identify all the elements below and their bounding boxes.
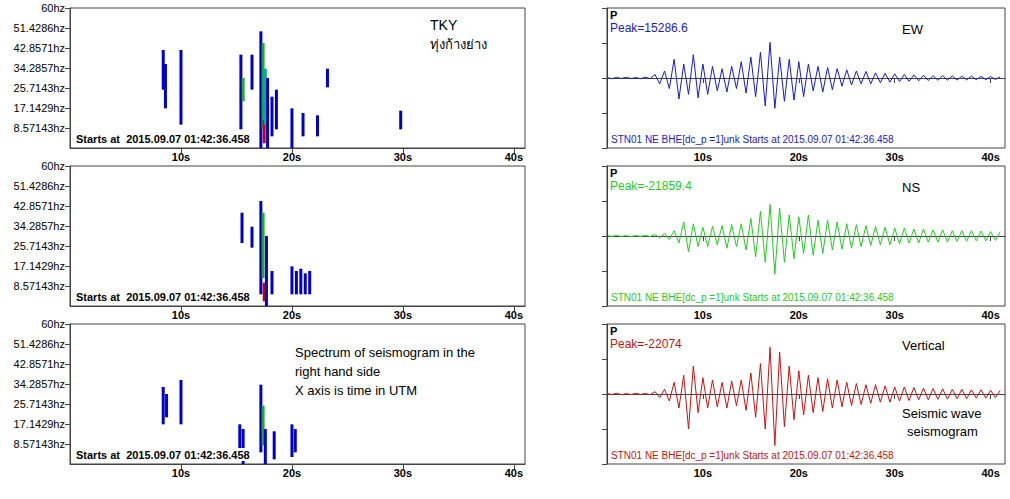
svg-text:25.7143hz: 25.7143hz [14, 240, 65, 252]
svg-text:30s: 30s [886, 467, 904, 479]
svg-text:25.7143hz: 25.7143hz [14, 398, 65, 410]
svg-text:51.4286hz: 51.4286hz [14, 338, 65, 350]
svg-text:60hz: 60hz [41, 2, 65, 14]
svg-text:Vertical: Vertical [902, 338, 945, 353]
svg-text:P: P [610, 325, 617, 337]
svg-text:30s: 30s [394, 309, 412, 321]
svg-text:30s: 30s [394, 151, 412, 163]
svg-text:51.4286hz: 51.4286hz [14, 180, 65, 192]
svg-text:20s: 20s [790, 467, 808, 479]
svg-text:10s: 10s [694, 151, 712, 163]
svg-text:30s: 30s [886, 151, 904, 163]
svg-text:8.57143hz: 8.57143hz [14, 438, 65, 450]
svg-text:Peak=15286.6: Peak=15286.6 [610, 21, 688, 35]
svg-text:40s: 40s [981, 467, 999, 479]
svg-text:STN01 NE BHE[dc_p =1]unk Start: STN01 NE BHE[dc_p =1]unk Starts at 2015.… [611, 450, 894, 461]
svg-text:20s: 20s [283, 151, 301, 163]
svg-text:40s: 40s [981, 151, 999, 163]
svg-text:42.8571hz: 42.8571hz [14, 200, 65, 212]
svg-text:34.2857hz: 34.2857hz [14, 62, 65, 74]
svg-text:40s: 40s [505, 309, 523, 321]
svg-text:40s: 40s [505, 467, 523, 479]
svg-text:30s: 30s [394, 467, 412, 479]
svg-text:STN01 NE BHE[dc_p =1]unk Start: STN01 NE BHE[dc_p =1]unk Starts at 2015.… [611, 134, 894, 145]
svg-text:ทุ่งก้างย่าง: ทุ่งก้างย่าง [430, 37, 487, 53]
svg-text:P: P [610, 9, 617, 21]
svg-text:20s: 20s [790, 309, 808, 321]
svg-text:20s: 20s [283, 309, 301, 321]
svg-text:60hz: 60hz [41, 160, 65, 172]
svg-text:8.57143hz: 8.57143hz [14, 280, 65, 292]
svg-text:60hz: 60hz [41, 318, 65, 330]
svg-text:20s: 20s [790, 151, 808, 163]
svg-text:8.57143hz: 8.57143hz [14, 122, 65, 134]
svg-text:10s: 10s [694, 309, 712, 321]
svg-text:40s: 40s [981, 309, 999, 321]
svg-text:Starts at 2015.09.07 01:42:36: Starts at 2015.09.07 01:42:36.458 [76, 291, 250, 303]
svg-text:Starts at 2015.09.07 01:42:36: Starts at 2015.09.07 01:42:36.458 [76, 449, 250, 461]
svg-text:34.2857hz: 34.2857hz [14, 378, 65, 390]
svg-text:51.4286hz: 51.4286hz [14, 22, 65, 34]
svg-text:42.8571hz: 42.8571hz [14, 358, 65, 370]
svg-text:Peak=-22074: Peak=-22074 [610, 337, 682, 351]
svg-text:17.1429hz: 17.1429hz [14, 418, 65, 430]
svg-text:30s: 30s [886, 309, 904, 321]
svg-text:10s: 10s [172, 151, 190, 163]
svg-text:TKY: TKY [430, 17, 458, 33]
svg-text:25.7143hz: 25.7143hz [14, 82, 65, 94]
svg-text:10s: 10s [172, 309, 190, 321]
svg-text:17.1429hz: 17.1429hz [14, 102, 65, 114]
svg-text:Spectrum of seismogram in the: Spectrum of seismogram in the [295, 345, 475, 360]
svg-text:STN01 NE BHE[dc_p =1]unk Start: STN01 NE BHE[dc_p =1]unk Starts at 2015.… [611, 292, 894, 303]
svg-text:34.2857hz: 34.2857hz [14, 220, 65, 232]
svg-text:40s: 40s [505, 151, 523, 163]
svg-text:17.1429hz: 17.1429hz [14, 260, 65, 272]
svg-text:X axis is time in UTM: X axis is time in UTM [295, 383, 417, 398]
svg-text:right hand side: right hand side [295, 364, 380, 379]
svg-text:NS: NS [902, 180, 920, 195]
svg-text:10s: 10s [172, 467, 190, 479]
svg-text:EW: EW [902, 22, 924, 37]
svg-text:42.8571hz: 42.8571hz [14, 42, 65, 54]
svg-text:20s: 20s [283, 467, 301, 479]
svg-text:P: P [610, 167, 617, 179]
svg-text:Seismic wave: Seismic wave [902, 406, 981, 421]
svg-text:seismogram: seismogram [907, 424, 978, 439]
svg-text:Starts at 2015.09.07 01:42:36: Starts at 2015.09.07 01:42:36.458 [76, 133, 250, 145]
svg-text:10s: 10s [694, 467, 712, 479]
svg-text:Peak=-21859.4: Peak=-21859.4 [610, 179, 692, 193]
